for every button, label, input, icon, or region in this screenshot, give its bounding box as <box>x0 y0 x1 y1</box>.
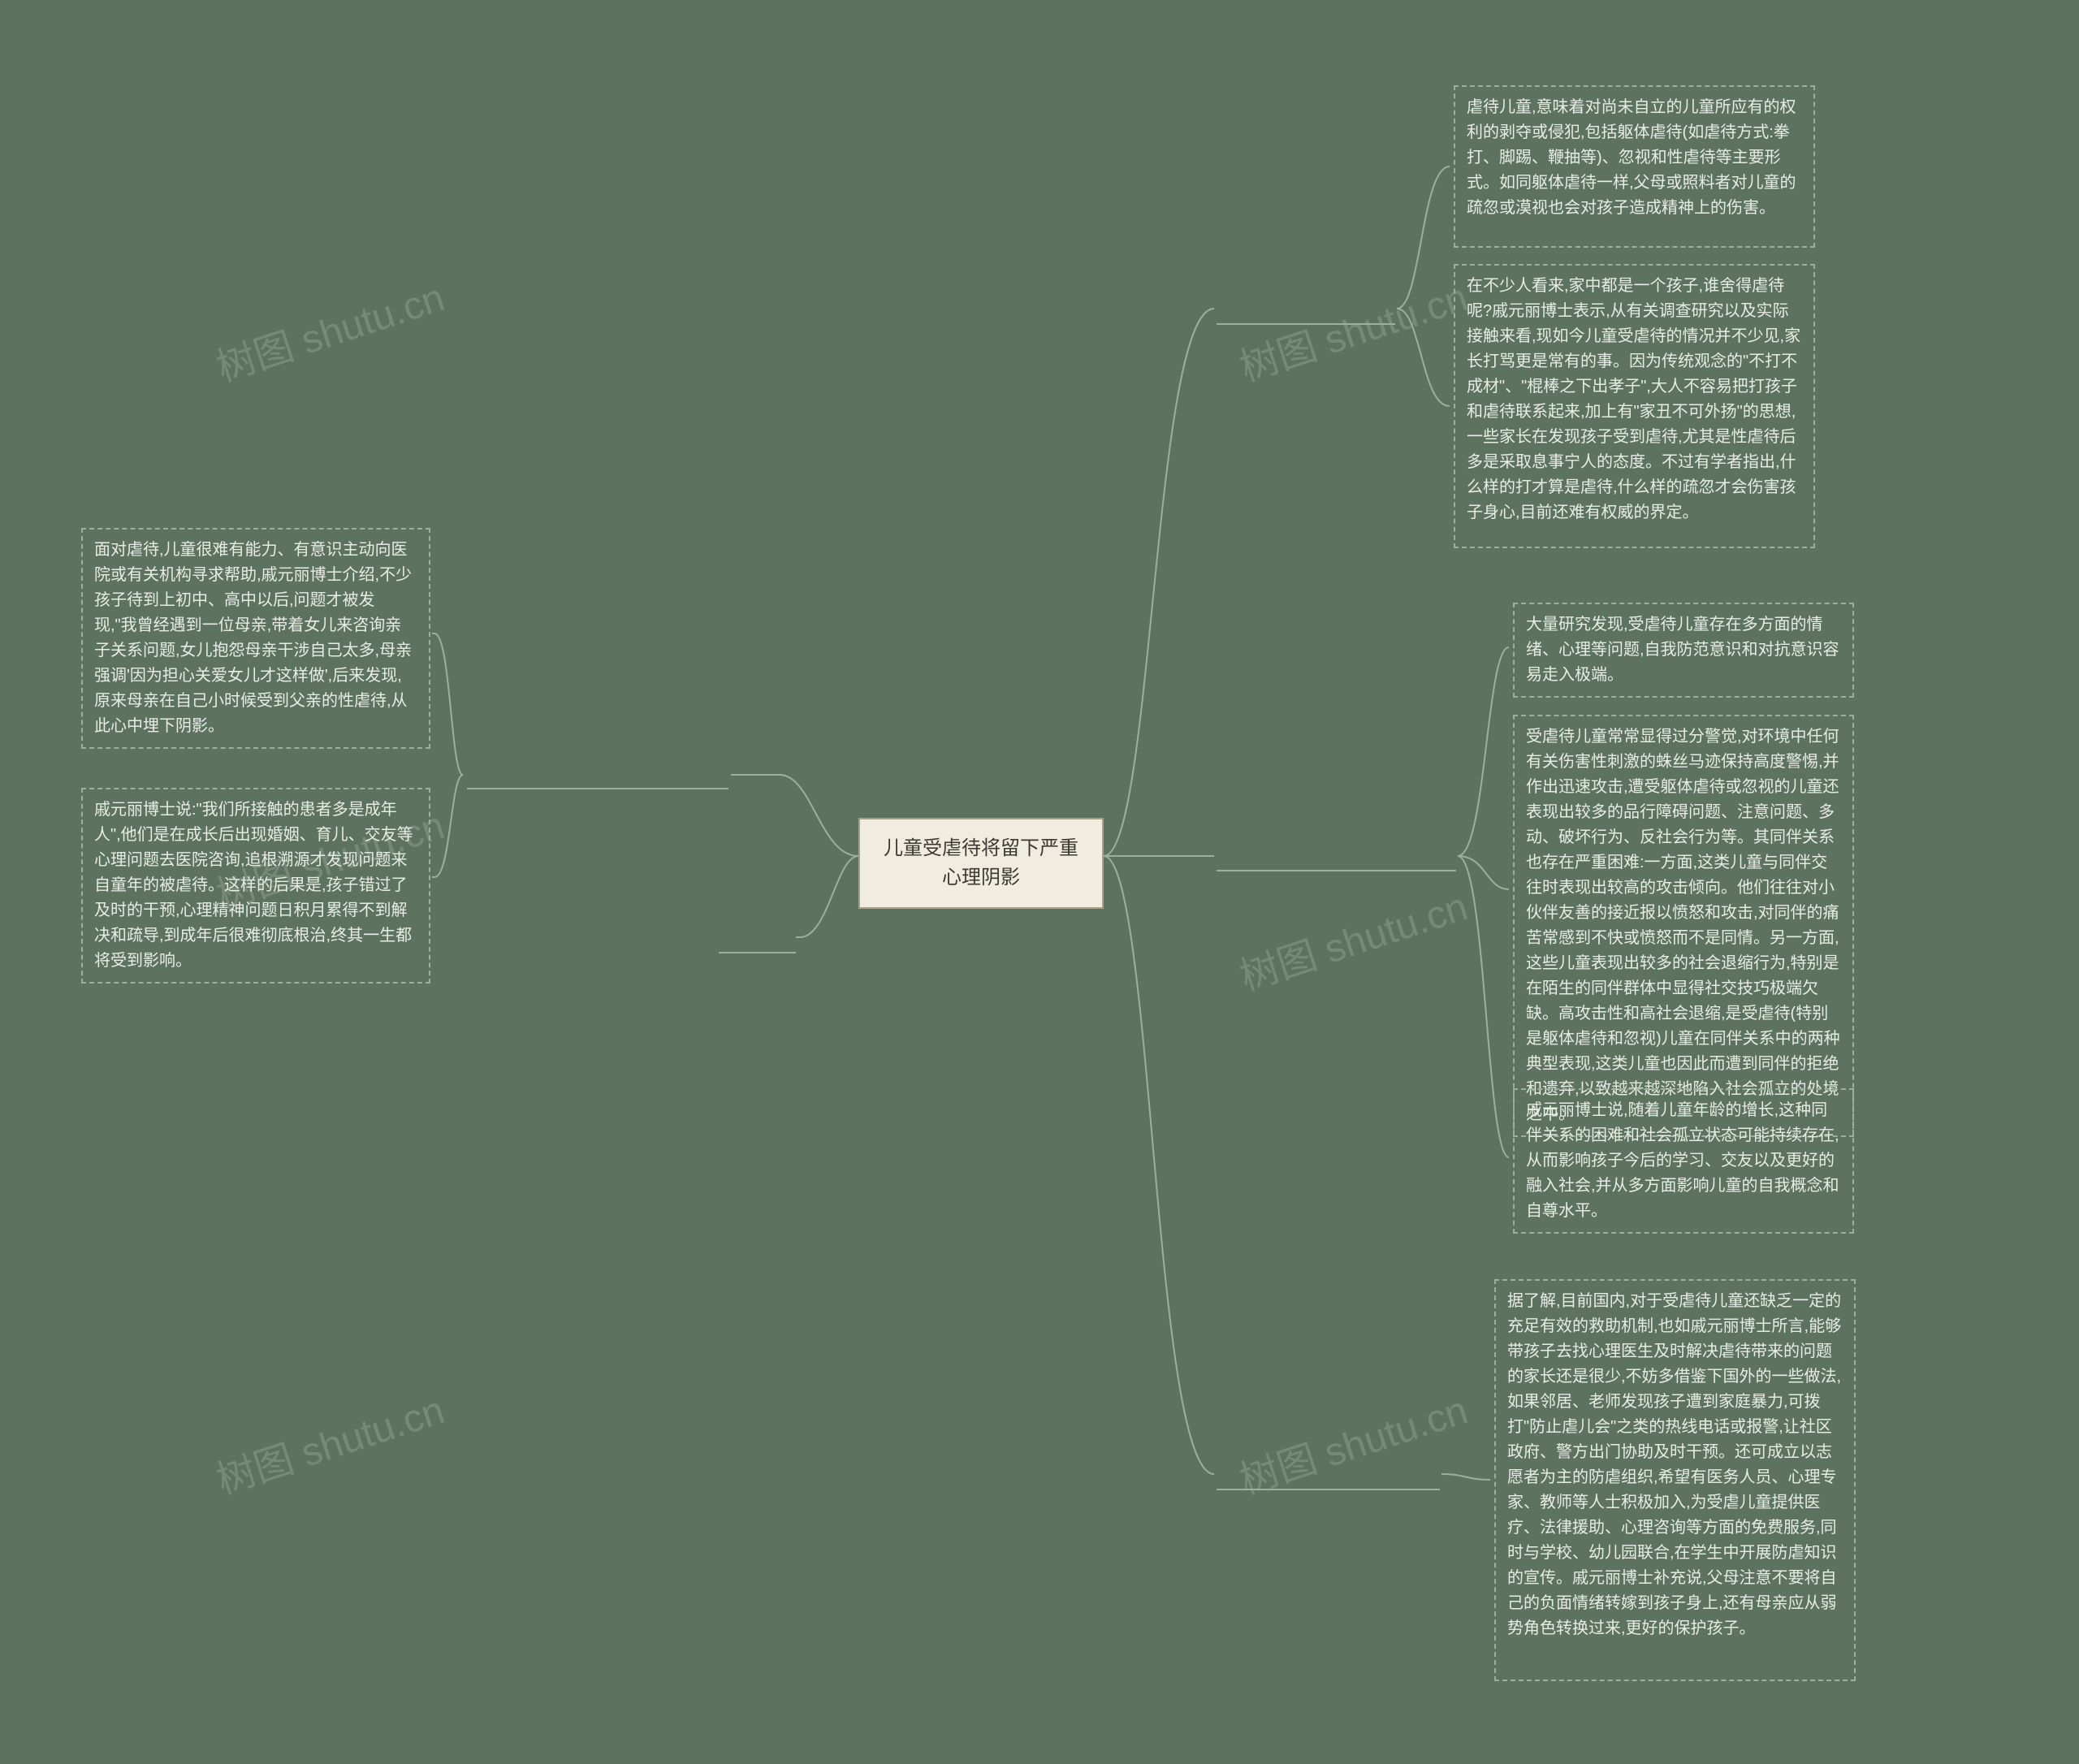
leaf-text: 大量研究发现,受虐待儿童存在多方面的情绪、心理等问题,自我防范意识和对抗意识容易… <box>1526 616 1839 684</box>
leaf-node[interactable]: 受虐待儿童常常显得过分警觉,对环境中任何有关伤害性刺激的蛛丝马迹保持高度警惕,并… <box>1513 715 1854 1137</box>
leaf-node[interactable]: 在不少人看来,家中都是一个孩子,谁舍得虐待呢?戚元丽博士表示,从有关调查研究以及… <box>1454 264 1815 548</box>
leaf-node[interactable]: 虐待儿童,意味着对尚未自立的儿童所应有的权利的剥夺或侵犯,包括躯体虐待(如虐待方… <box>1454 85 1815 248</box>
leaf-text: 戚元丽博士说:"我们所接触的患者多是成年人",他们是在成长后出现婚姻、育儿、交友… <box>94 801 413 970</box>
leaf-node[interactable]: 据了解,目前国内,对于受虐待儿童还缺乏一定的充足有效的救助机制,也如戚元丽博士所… <box>1494 1279 1856 1681</box>
branch-underline <box>467 788 728 789</box>
leaf-node[interactable]: 面对虐待,儿童很难有能力、有意识主动向医院或有关机构寻求帮助,戚元丽博士介绍,不… <box>81 528 430 749</box>
leaf-node[interactable]: 戚元丽博士说:"我们所接触的患者多是成年人",他们是在成长后出现婚姻、育儿、交友… <box>81 788 430 984</box>
center-topic-text: 儿童受虐待将留下严重心理阴影 <box>884 837 1078 888</box>
leaf-text: 据了解,目前国内,对于受虐待儿童还缺乏一定的充足有效的救助机制,也如戚元丽博士所… <box>1507 1292 1841 1637</box>
leaf-text: 虐待儿童,意味着对尚未自立的儿童所应有的权利的剥夺或侵犯,包括躯体虐待(如虐待方… <box>1467 98 1796 217</box>
branch-underline <box>1217 1489 1440 1490</box>
leaf-text: 在不少人看来,家中都是一个孩子,谁舍得虐待呢?戚元丽博士表示,从有关调查研究以及… <box>1467 277 1800 521</box>
leaf-text: 戚元丽博士说,随着儿童年龄的增长,这种同伴关系的困难和社会孤立状态可能持续存在,… <box>1526 1101 1839 1220</box>
leaf-text: 面对虐待,儿童很难有能力、有意识主动向医院或有关机构寻求帮助,戚元丽博士介绍,不… <box>94 541 412 735</box>
branch-underline <box>719 952 796 953</box>
branch-underline <box>1217 323 1395 325</box>
leaf-text: 受虐待儿童常常显得过分警觉,对环境中任何有关伤害性刺激的蛛丝马迹保持高度警惕,并… <box>1526 728 1840 1123</box>
branch-underline <box>1217 870 1456 871</box>
leaf-node[interactable]: 大量研究发现,受虐待儿童存在多方面的情绪、心理等问题,自我防范意识和对抗意识容易… <box>1513 603 1854 698</box>
center-topic[interactable]: 儿童受虐待将留下严重心理阴影 <box>858 818 1104 909</box>
leaf-node[interactable]: 戚元丽博士说,随着儿童年龄的增长,这种同伴关系的困难和社会孤立状态可能持续存在,… <box>1513 1088 1854 1234</box>
